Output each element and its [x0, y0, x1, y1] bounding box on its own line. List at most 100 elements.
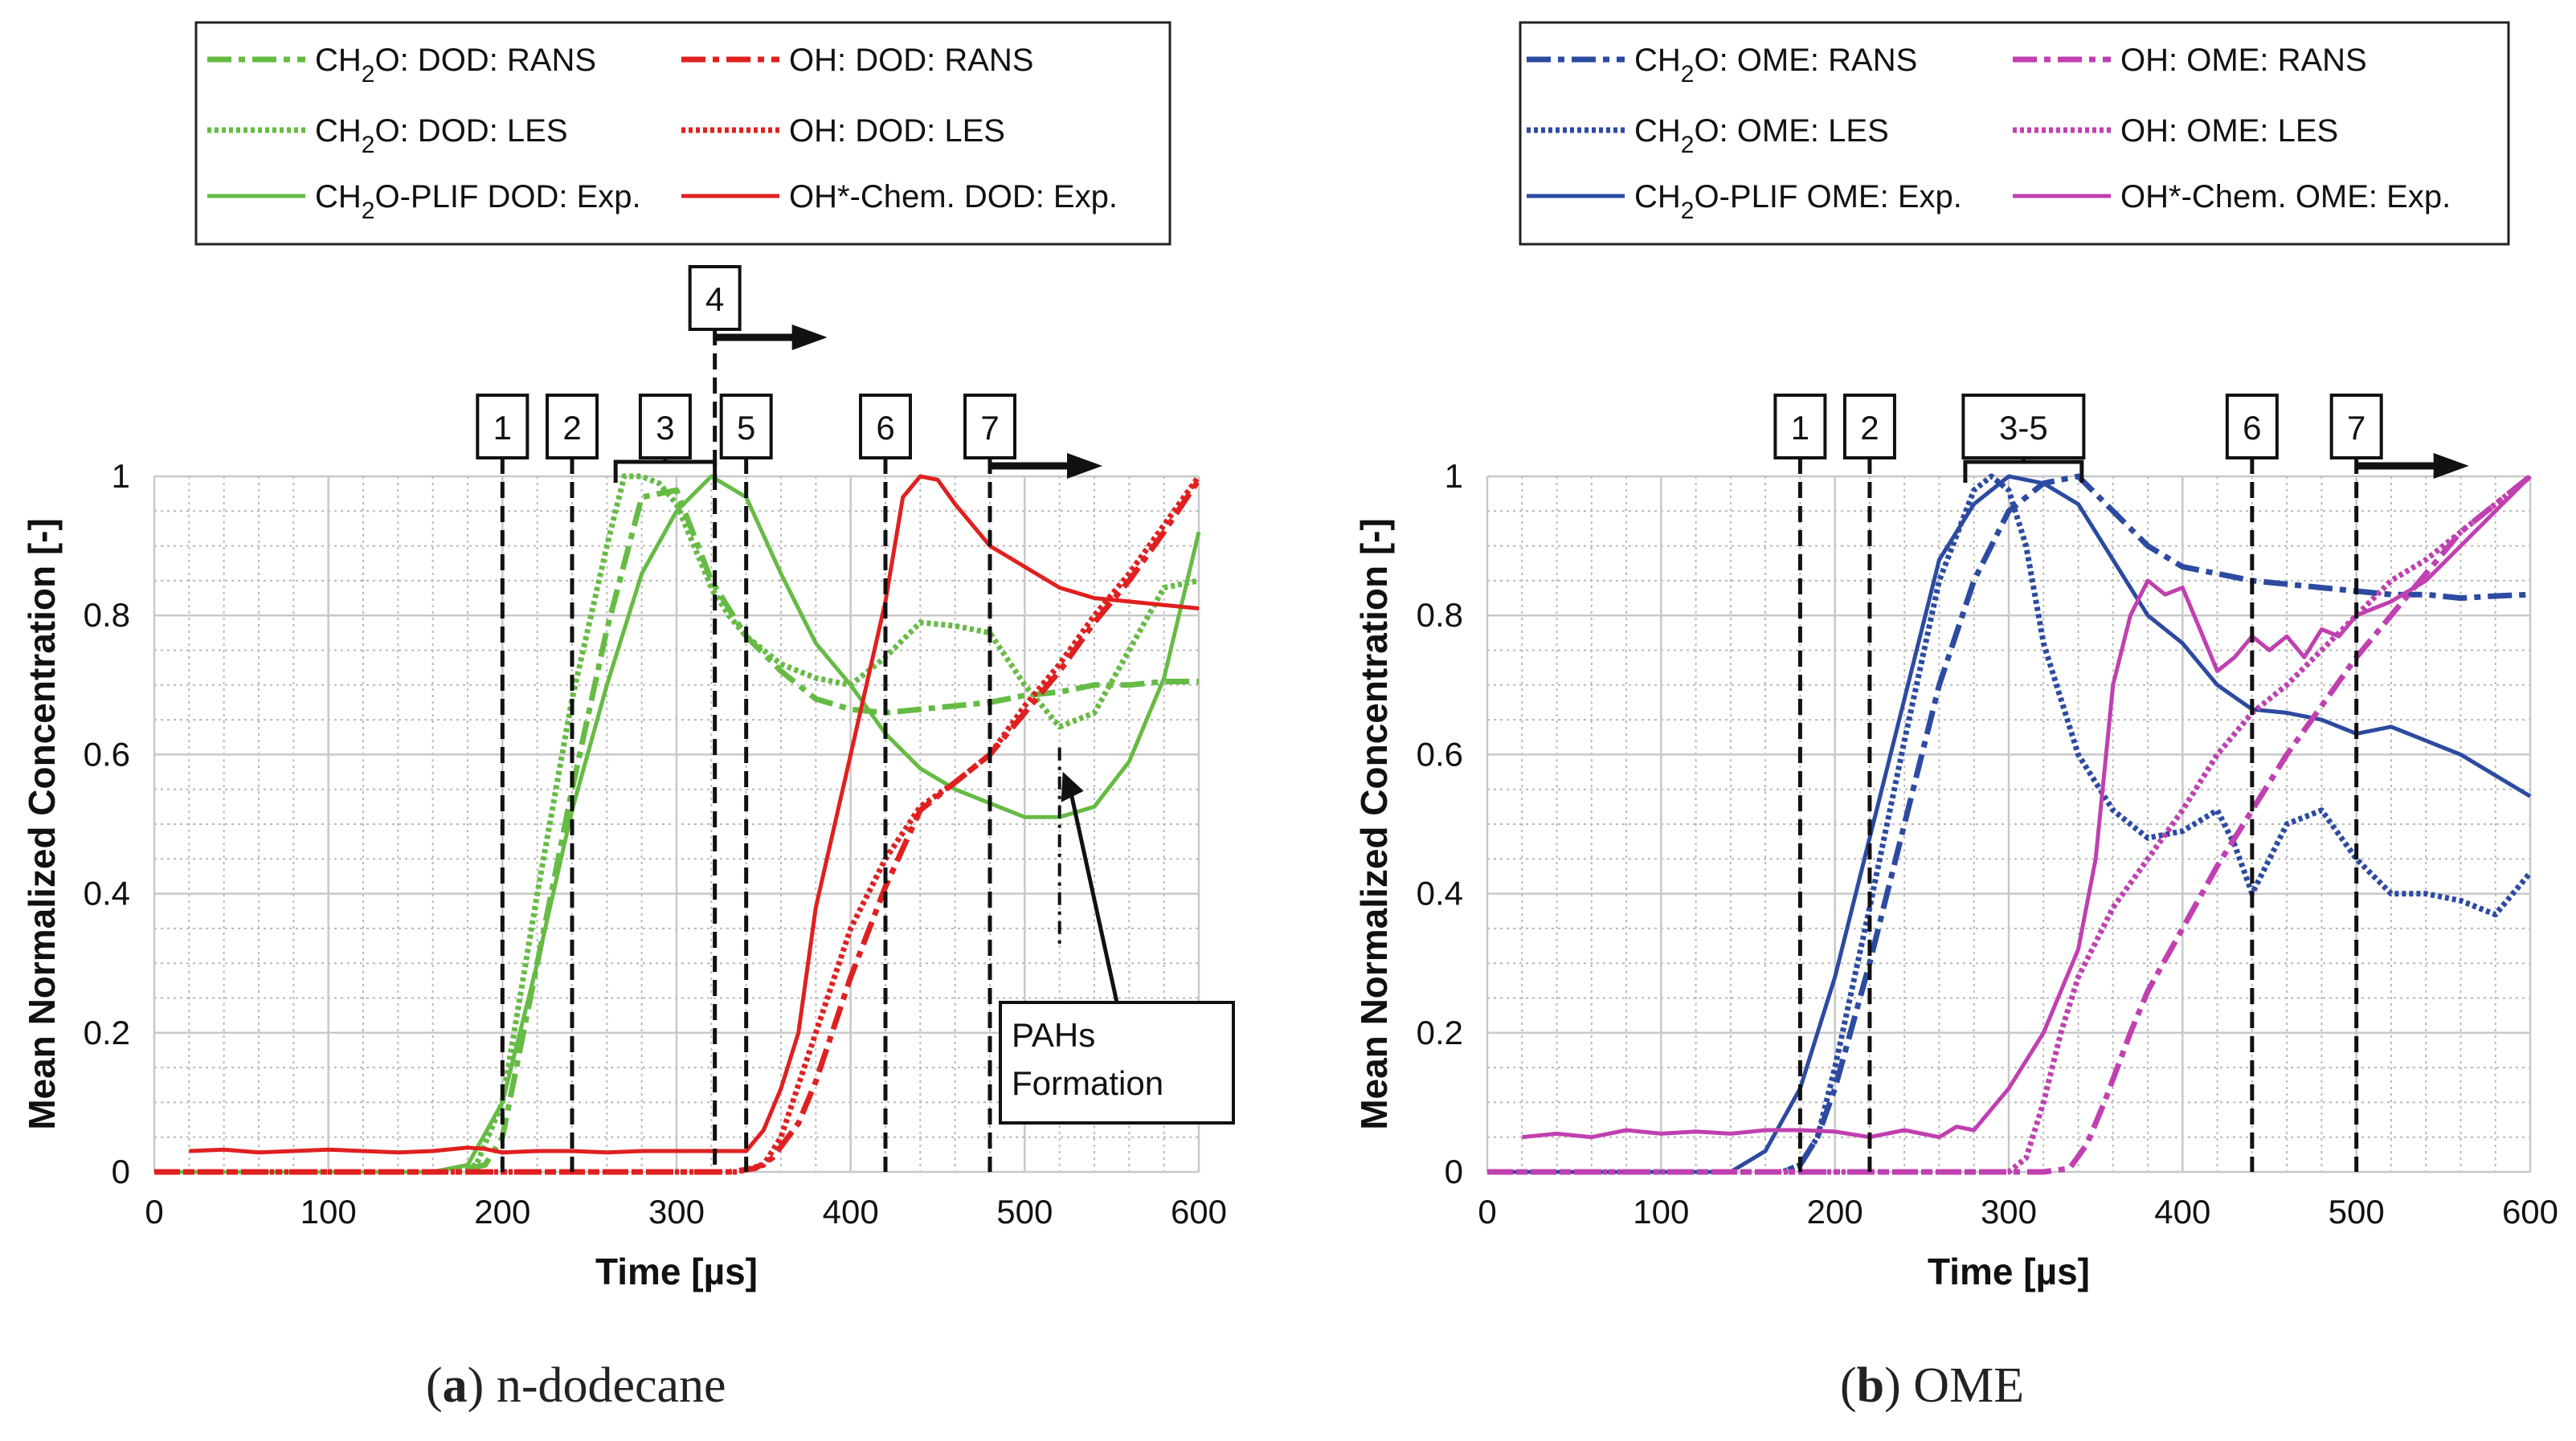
panel-a-event-label: 7	[980, 409, 999, 447]
panel-b-y-tick-label: 0.6	[1417, 735, 1463, 773]
panel-a-series-oh-chem-dod-exp	[189, 474, 1200, 1155]
panel-b-event-label: 1	[1791, 409, 1809, 447]
panel-b-x-tick-label: 0	[1478, 1193, 1496, 1231]
panel-a-event-label: 4	[705, 280, 724, 318]
panel-a-annotation-box	[999, 1001, 1235, 1125]
panel-a-event-arrow-head	[791, 325, 828, 350]
panel-b-event-markers: 1 2 3-5 6 7	[1773, 394, 2469, 1172]
panel-a-y-tick-label: 0	[112, 1153, 130, 1190]
panel-b-event-label: 3-5	[1999, 409, 2048, 447]
panel-b-y-tick-label: 0.8	[1417, 596, 1463, 634]
panel-b-event-box	[2225, 394, 2279, 459]
panel-a-x-tick-label: 300	[648, 1193, 705, 1231]
panel-a-series-ch2o-plif-dod-exp	[154, 474, 1201, 1174]
panel-a-legend-label: CH2O-PLIF DOD: Exp.	[315, 179, 641, 224]
caption-a-text: n-dodecane	[496, 1358, 726, 1413]
panel-b-legend-label: CH2O: OME: LES	[1634, 113, 1889, 158]
panel-b-legend-label: CH2O: OME: RANS	[1634, 43, 1917, 88]
panel-b-event-box	[1773, 394, 1827, 459]
panel-a-event-label: 2	[562, 409, 581, 447]
panel-a-event-box	[476, 394, 530, 459]
panel-b-legend-label: OH: OME: LES	[2120, 113, 2338, 149]
panel-a-y-tick-label: 1	[112, 457, 130, 495]
panel-b-event-label: 7	[2347, 409, 2365, 447]
panel-a-legend-label: OH: DOD: RANS	[789, 43, 1033, 78]
panel-a-event-arrow-head	[1067, 453, 1102, 479]
panel-b-legend: CH2O: OME: RANS CH2O: OME: LES CH2O-PLIF O…	[1519, 21, 2510, 246]
panel-a-y-tick-label: 0.4	[84, 875, 130, 912]
caption-a-letter: a	[442, 1358, 468, 1413]
panel-b-series-ch2o-ome-rans	[1487, 473, 2531, 1175]
panel-a-event-bracket	[613, 459, 718, 483]
panel-a-legend-label: OH*-Chem. DOD: Exp.	[789, 179, 1118, 214]
panel-a-y-tick-label: 0.2	[84, 1014, 130, 1051]
panel-b-y-axis-label: Mean Normalized Concentration [-]	[1353, 518, 1395, 1130]
panel-b-event-label: 6	[2243, 409, 2261, 447]
panel-a-annotation-text: Formation	[1012, 1064, 1163, 1102]
panel-a-event-box	[963, 394, 1016, 459]
panel-a-x-tick-label: 600	[1171, 1193, 1227, 1231]
caption-b: (b) OME	[1840, 1358, 2025, 1413]
panel-a-event-box	[688, 265, 742, 331]
panel-a-event-label: 3	[656, 409, 674, 447]
panel-a-annotation-arrow-shaft	[1067, 784, 1119, 1003]
panel-b-event-box	[2329, 394, 2383, 459]
panel-a-legend-label: CH2O: DOD: RANS	[315, 43, 596, 88]
panel-a-series-group	[154, 473, 1201, 1175]
panel-a-event-box	[859, 394, 912, 459]
panel-a-series-ch2o-dod-les	[154, 473, 1200, 1175]
panel-a-legend-label: CH2O: DOD: LES	[315, 113, 568, 158]
panel-b-series-group	[1487, 473, 2533, 1175]
panel-b-series-oh-ome-rans	[1487, 474, 2533, 1175]
caption-a: (a) n-dodecane	[426, 1358, 726, 1413]
panel-a-y-tick-label: 0.8	[84, 596, 130, 634]
panel-a-x-axis-label: Time [µs]	[595, 1251, 758, 1292]
panel-b-x-axis-label: Time [µs]	[1928, 1251, 2090, 1292]
panel-a-x-tick-label: 200	[474, 1193, 530, 1231]
panel-a-y-axis-label: Mean Normalized Concentration [-]	[21, 518, 63, 1130]
panel-a-event-label: 5	[737, 409, 755, 447]
panel-a-annotation-text: PAHs	[1012, 1016, 1095, 1054]
panel-a-x-tick-label: 0	[145, 1193, 163, 1231]
panel-a-series-oh-dod-les	[154, 474, 1201, 1175]
panel-b-legend-label: CH2O-PLIF OME: Exp.	[1634, 179, 1962, 224]
panel-b-legend-label: OH: OME: RANS	[2120, 43, 2367, 78]
panel-b-y-tick-label: 0.2	[1417, 1014, 1463, 1051]
panel-b-event-box	[1842, 394, 1896, 459]
panel-a-event-label: 6	[876, 409, 894, 447]
panel-b-x-tick-label: 200	[1807, 1193, 1863, 1231]
panel-a-x-tick-label: 400	[823, 1193, 879, 1231]
panel-b-event-box	[1961, 394, 2086, 459]
panel-a-legend-label: OH: DOD: LES	[789, 113, 1005, 149]
panel-b-y-tick-label: 0.4	[1417, 875, 1463, 912]
panel-b-series-oh-chem-ome-exp	[1522, 475, 2532, 1140]
panel-a-annotation-arrow-head	[1061, 771, 1084, 802]
panel-a-event-markers: 1 2 3 4 5 6 7	[476, 265, 1102, 1172]
panel-a-x-tick-label: 100	[301, 1193, 357, 1231]
panel-a-x-tick-label: 500	[996, 1193, 1053, 1231]
panel-b-x-tick-label: 500	[2329, 1193, 2385, 1231]
caption-b-letter: b	[1856, 1358, 1885, 1413]
panel-a-legend: CH2O: DOD: RANS CH2O: DOD: LES CH2O-PLIF D…	[194, 21, 1171, 246]
panel-b-event-arrow-head	[2433, 453, 2469, 479]
panel-a-event-label: 1	[493, 409, 512, 447]
panel-a-event-box	[719, 394, 773, 459]
panel-b-x-tick-label: 400	[2154, 1193, 2210, 1231]
panel-a-n-dodecane: 0 100 200 300 400 500 600 0 0.2 0.4 0.6 0.8 1 Time [µ…	[21, 21, 1235, 1292]
panel-a-y-tick-label: 0.6	[84, 735, 130, 773]
panel-b-series-ch2o-ome-les	[1487, 473, 2533, 1175]
panel-b-series-oh-ome-les	[1487, 474, 2533, 1175]
panel-b-series-ch2o-plif-ome-exp	[1487, 474, 2532, 1174]
panel-b-y-tick-label: 1	[1445, 457, 1463, 495]
panel-b-x-tick-label: 100	[1633, 1193, 1689, 1231]
panel-a-event-box	[638, 394, 692, 459]
panel-b-ome: 0 100 200 300 400 500 600 0 0.2 0.4 0.6 0.8 1 Time [µ…	[1353, 21, 2558, 1292]
panel-b-legend-label: OH*-Chem. OME: Exp.	[2120, 179, 2451, 214]
caption-b-text: OME	[1913, 1358, 2025, 1413]
panel-b-y-tick-label: 0	[1445, 1153, 1463, 1190]
panel-b-event-label: 2	[1860, 409, 1879, 447]
panel-a-event-box	[546, 394, 599, 459]
panel-b-grid	[1486, 475, 2532, 1174]
panel-b-x-tick-label: 300	[1981, 1193, 2037, 1231]
